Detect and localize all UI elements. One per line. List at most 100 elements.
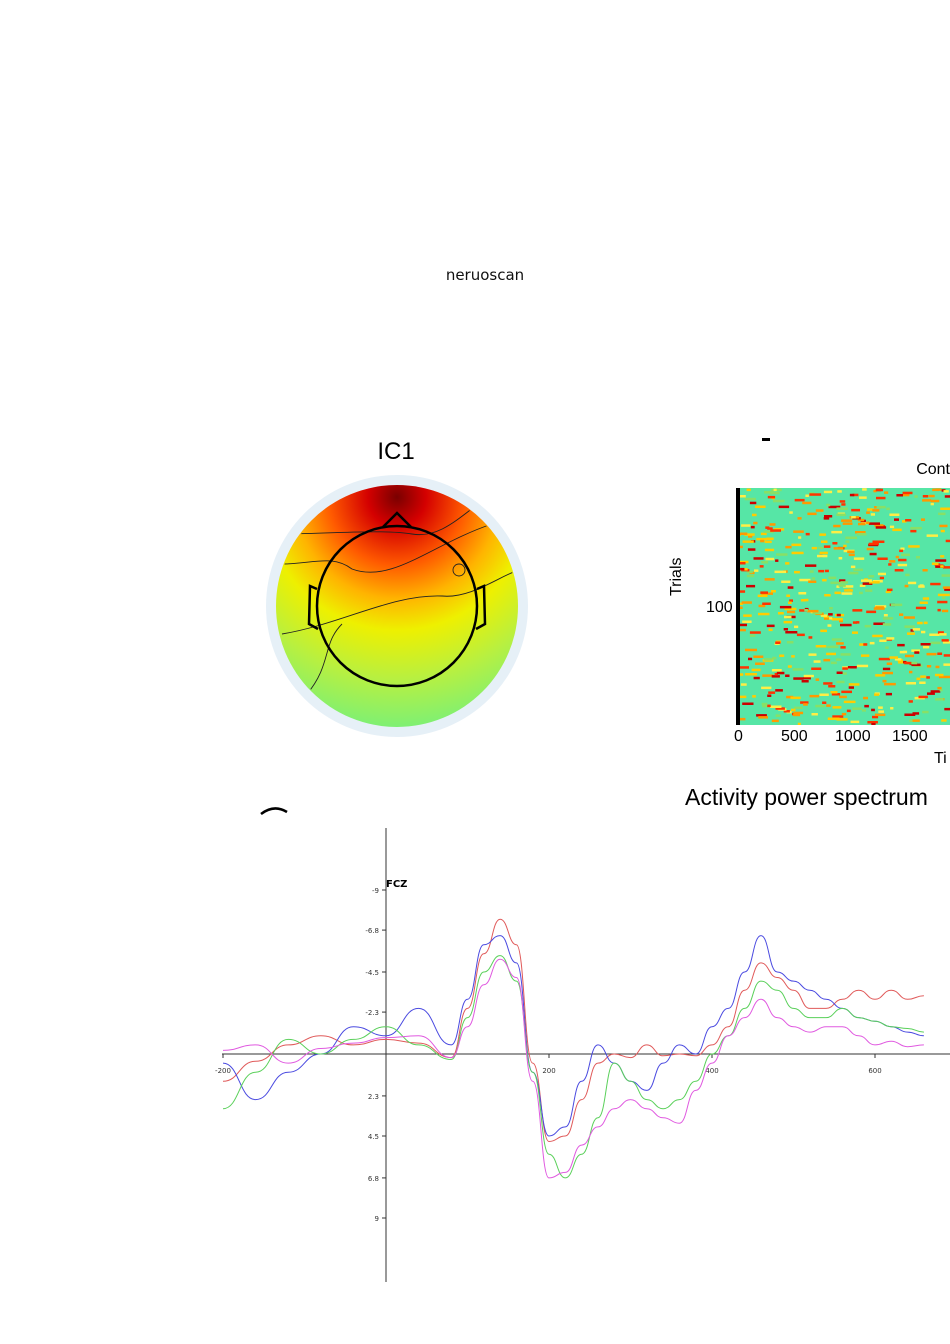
erp-speckle [761,686,772,690]
erp-speckle [899,650,905,654]
erp-speckle [781,580,791,583]
erp-speckle [792,668,804,671]
erp-speckle [942,641,950,644]
erp-speckle [831,638,842,641]
erp-speckle [896,494,903,497]
erp-speckle [830,661,837,665]
erp-speckle [808,636,813,639]
erp-speckle [922,569,928,572]
erp-speckle [838,557,843,560]
erp-speckle [872,715,879,719]
erp-speckle [738,545,743,549]
erp-speckle [898,558,907,562]
erp-speckle [943,490,949,493]
erp-speckle [803,676,811,680]
erp-speckle [903,616,915,619]
erp-speckle [865,589,873,592]
erp-speckle [892,528,902,532]
erp-speckle [737,590,746,593]
erp-speckle [888,563,892,566]
erp-speckle [945,539,950,543]
erp-speckle [770,529,781,532]
erp-speckle [919,584,924,587]
erp-speckle [812,611,822,615]
erp-speckle [923,621,928,625]
erp-speckle [785,545,792,549]
erp-speckle [843,585,854,588]
erp-speckle [939,688,943,692]
erp-speckle [765,526,770,529]
erp-speckle [882,679,887,683]
erp-speckle [784,615,792,619]
erp-speckle [847,550,855,554]
erp-speckle [815,704,826,708]
erp-speckle [809,694,820,698]
erp-speckle [878,710,884,713]
erp-speckle [758,612,770,616]
erp-speckle [783,628,788,631]
erp-speckle [778,612,784,615]
erp-speckle [941,609,949,613]
erp-speckle [842,522,853,525]
erp-image-xtick: 500 [781,728,808,745]
erp-speckle [921,518,925,521]
erp-speckle [794,498,805,502]
erp-speckle [835,658,842,661]
erp-speckle [770,590,776,593]
erp-speckle [908,700,913,703]
erp-speckle [902,520,907,523]
erp-speckle [852,609,863,612]
power-spectrum-title: Activity power spectrum [685,784,928,810]
erp-speckle [907,632,915,635]
erp-speckle [926,665,932,668]
erp-speckle [820,629,827,633]
erp-speckle [856,664,869,668]
erp-speckle [833,547,844,550]
erp-speckle [884,682,896,686]
erp-speckle [871,722,876,725]
erp-speckle [830,581,841,585]
erp-speckle [815,509,824,512]
erp-speckle [762,704,772,708]
erp-speckle [922,597,930,600]
erp-speckle [869,641,875,645]
y-tick-label: -2.3 [365,1009,379,1017]
erp-speckle [848,683,860,686]
erp-speckle [939,633,947,636]
erp-speckle [797,517,802,520]
erp-speckle [822,701,827,704]
erp-speckle [908,545,920,548]
topomap-contours [281,493,517,695]
erp-speckle [836,718,848,721]
erp-speckle [941,639,949,642]
erp-speckle [943,654,950,657]
erp-speckle [886,637,895,640]
erp-speckle [736,562,746,565]
erp-image-xtick: 1000 [835,728,871,745]
erp-speckle [831,693,841,696]
erp-speckle [828,576,837,580]
erp-speckle [740,683,747,686]
erp-speckle [904,713,916,716]
erp-speckle [764,548,775,552]
erp-speckle [861,709,866,712]
erp-speckle [793,706,803,710]
erp-speckle [897,643,905,647]
erp-speckle [767,694,772,697]
erp-speckle [773,499,785,503]
erp-speckle [898,661,908,664]
erp-speckle [863,696,868,700]
erp-speckle [855,531,866,534]
erp-speckle [766,537,774,540]
erp-speckle [927,692,935,695]
erp-speckle [783,710,790,713]
erp-speckle [821,540,828,543]
erp-speckle [836,585,840,588]
erp-speckle [875,606,884,609]
erp-speckle [914,495,918,498]
erp-speckle [793,530,804,533]
erp-speckle [824,594,831,597]
erp-speckle [841,690,852,694]
erp-speckle [748,657,753,661]
erp-speckle [760,532,767,536]
